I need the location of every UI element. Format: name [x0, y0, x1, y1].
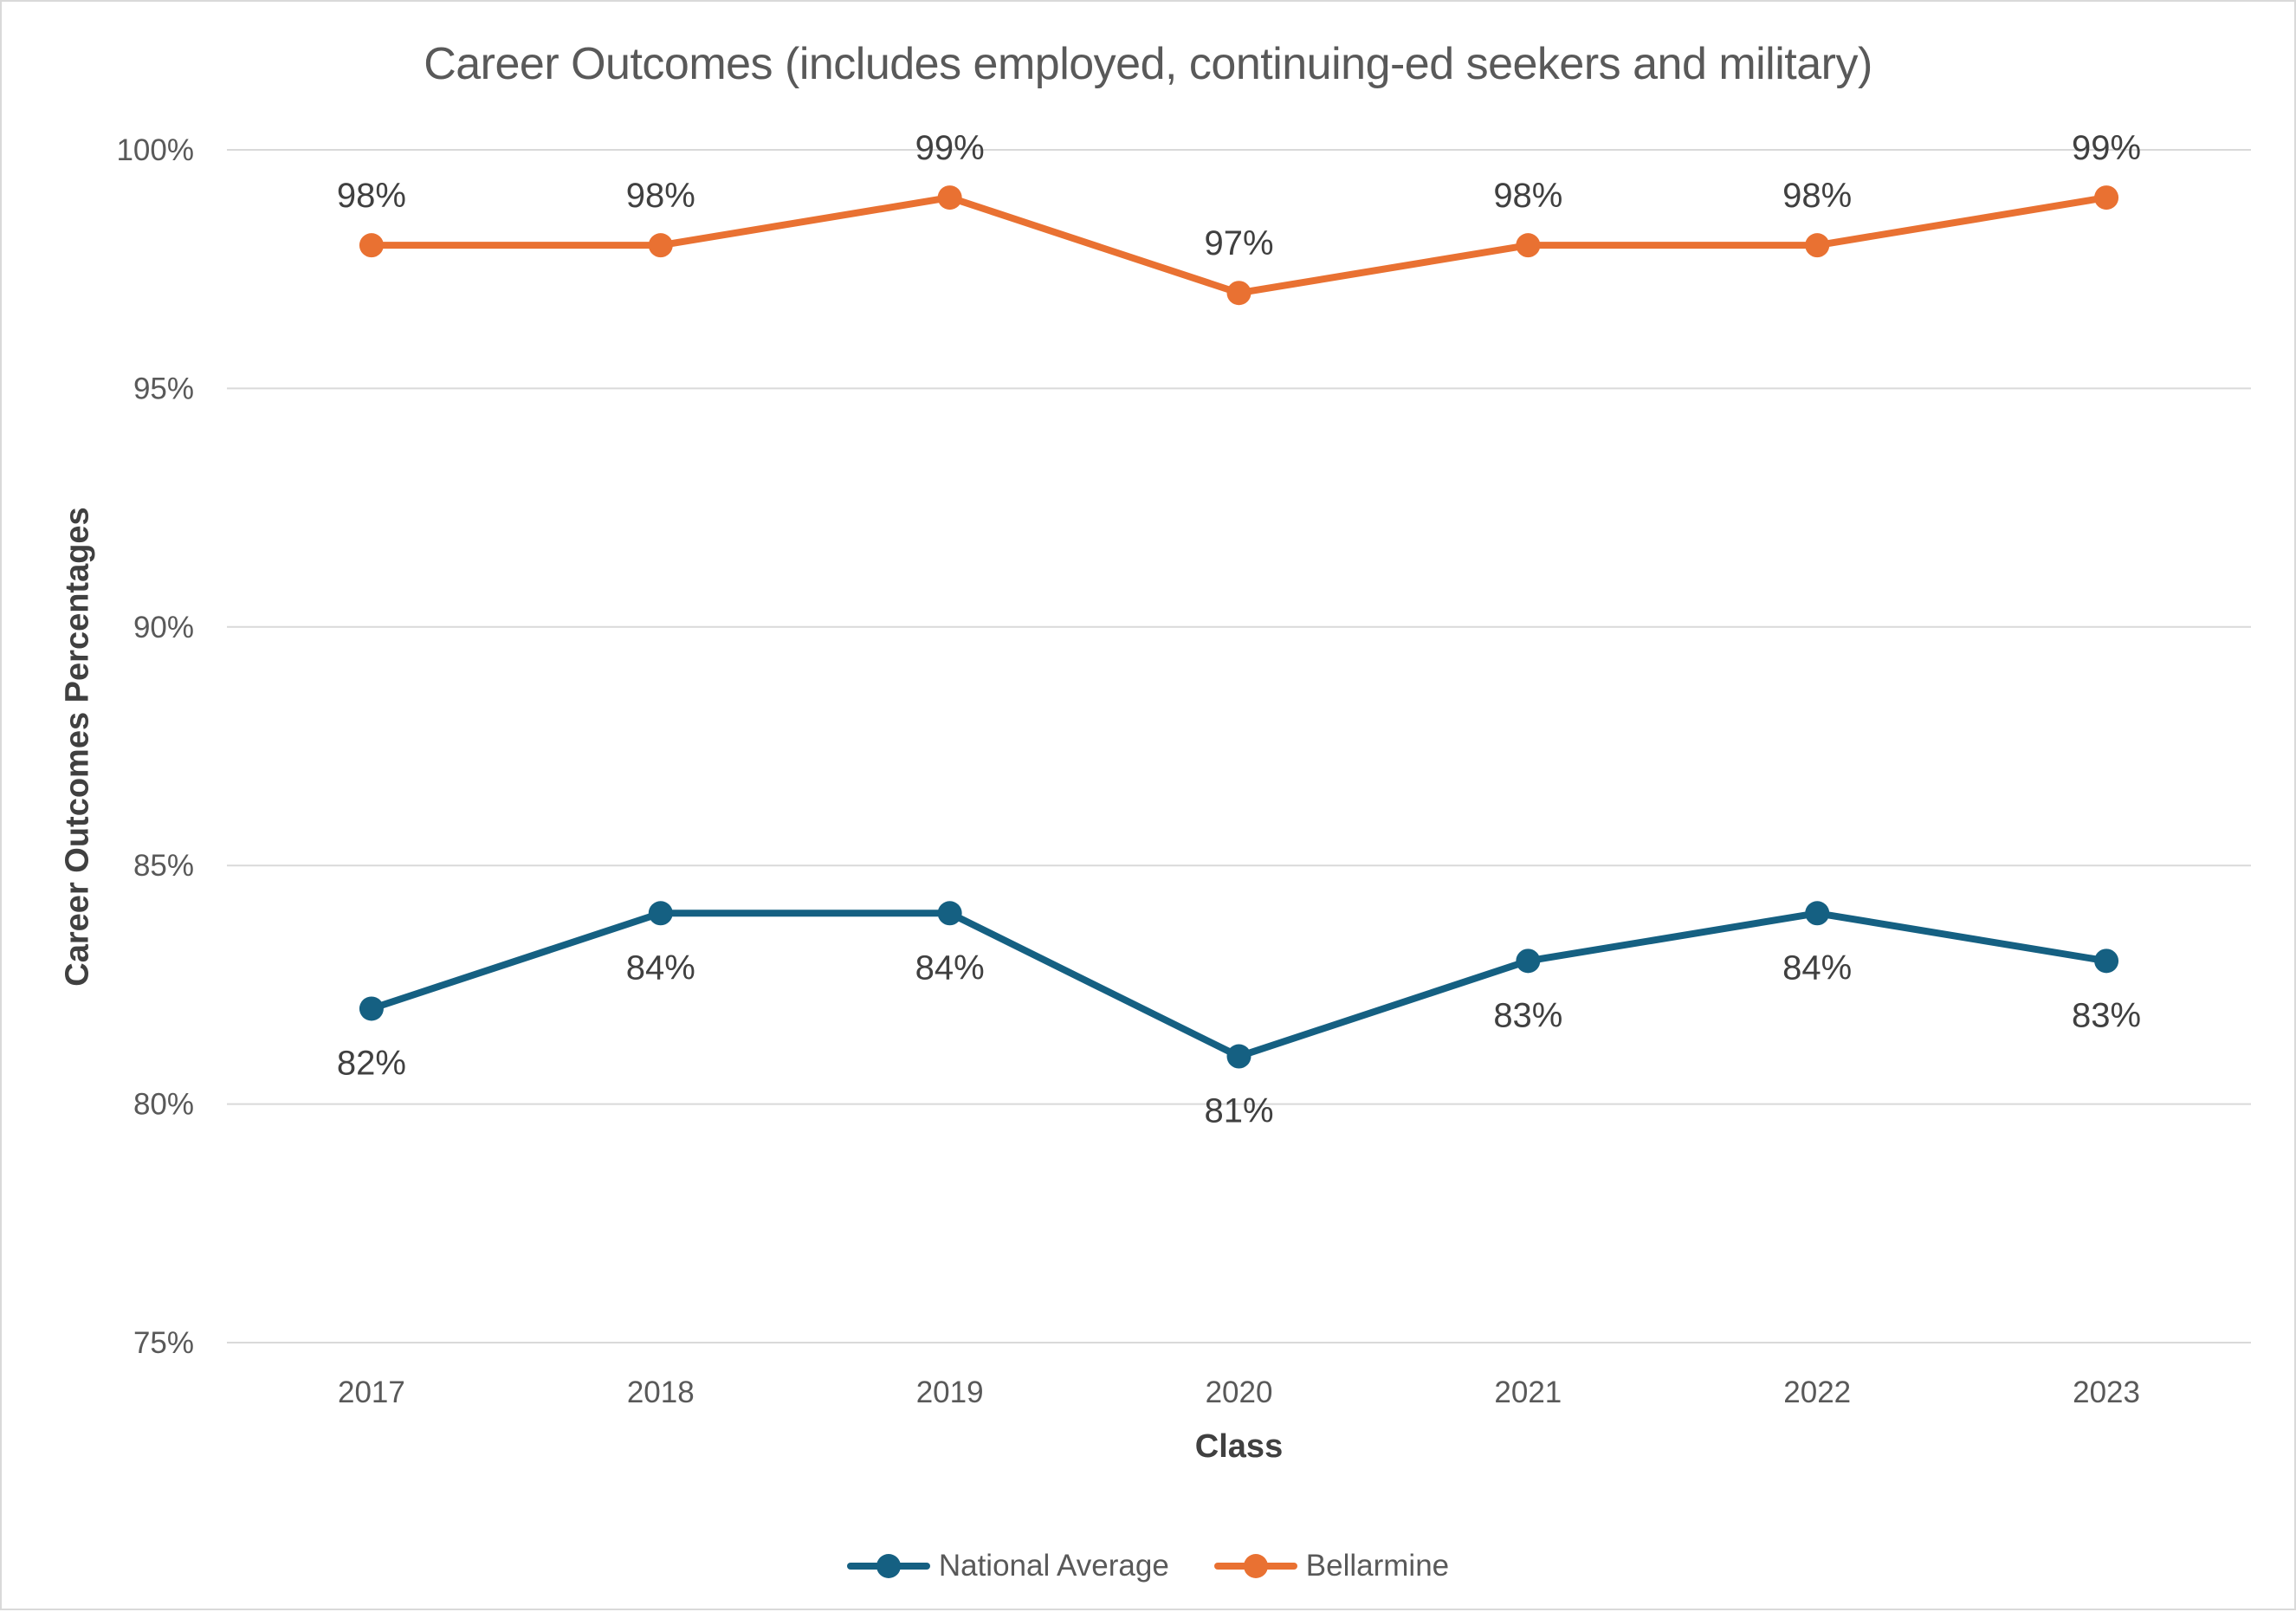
legend-line-marker-icon — [846, 1554, 930, 1578]
data-point-marker-bellarmine — [1226, 281, 1251, 306]
data-point-marker-bellarmine — [648, 233, 673, 258]
y-tick-label: 95% — [133, 372, 194, 405]
data-point-marker-bellarmine — [1516, 233, 1541, 258]
data-label-bellarmine: 98% — [1493, 177, 1562, 215]
data-label-bellarmine: 99% — [2072, 129, 2141, 167]
y-tick-label: 75% — [133, 1326, 194, 1360]
y-tick-label: 80% — [133, 1088, 194, 1122]
data-point-marker-national-average — [937, 901, 962, 926]
data-label-national-average: 83% — [1493, 996, 1562, 1034]
data-label-national-average: 84% — [915, 948, 985, 987]
x-tick-label: 2021 — [1494, 1376, 1562, 1409]
data-point-marker-national-average — [648, 901, 673, 926]
chart-title: Career Outcomes (includes employed, cont… — [424, 39, 1872, 89]
data-label-bellarmine: 99% — [915, 129, 985, 167]
x-tick-label: 2023 — [2073, 1376, 2140, 1409]
data-label-national-average: 84% — [1782, 948, 1852, 987]
data-label-bellarmine: 98% — [626, 177, 695, 215]
x-tick-label: 2018 — [627, 1376, 695, 1409]
data-point-marker-national-average — [2094, 948, 2119, 974]
y-axis-title: Career Outcomes Percentages — [59, 507, 96, 987]
legend-item-national-average: National Average — [846, 1549, 1169, 1583]
data-point-marker-bellarmine — [2094, 185, 2119, 210]
legend-label-bellarmine: Bellarmine — [1305, 1549, 1450, 1583]
data-label-bellarmine: 97% — [1204, 224, 1273, 262]
data-label-national-average: 81% — [1204, 1092, 1273, 1130]
y-tick-label: 85% — [133, 849, 194, 883]
data-label-national-average: 82% — [337, 1044, 406, 1082]
data-point-marker-bellarmine — [1805, 233, 1830, 258]
y-tick-label: 100% — [116, 133, 194, 167]
x-tick-label: 2019 — [916, 1376, 984, 1409]
data-point-marker-national-average — [1516, 948, 1541, 974]
legend: National Average Bellarmine — [2, 1549, 2294, 1583]
data-point-marker-bellarmine — [359, 233, 384, 258]
data-label-national-average: 83% — [2072, 996, 2141, 1034]
data-point-marker-national-average — [359, 996, 384, 1021]
x-axis-title: Class — [1194, 1428, 1284, 1465]
legend-label-national-average: National Average — [938, 1549, 1169, 1583]
data-label-bellarmine: 98% — [1782, 177, 1852, 215]
data-point-marker-national-average — [1226, 1044, 1251, 1069]
data-point-marker-bellarmine — [937, 185, 962, 210]
data-label-national-average: 84% — [626, 948, 695, 987]
x-tick-label: 2020 — [1206, 1376, 1273, 1409]
legend-item-bellarmine: Bellarmine — [1213, 1549, 1450, 1583]
x-tick-label: 2017 — [338, 1376, 405, 1409]
legend-line-marker-icon — [1213, 1554, 1297, 1578]
data-point-marker-national-average — [1805, 901, 1830, 926]
y-tick-label: 90% — [133, 611, 194, 644]
data-label-bellarmine: 98% — [337, 177, 406, 215]
x-tick-label: 2022 — [1783, 1376, 1851, 1409]
